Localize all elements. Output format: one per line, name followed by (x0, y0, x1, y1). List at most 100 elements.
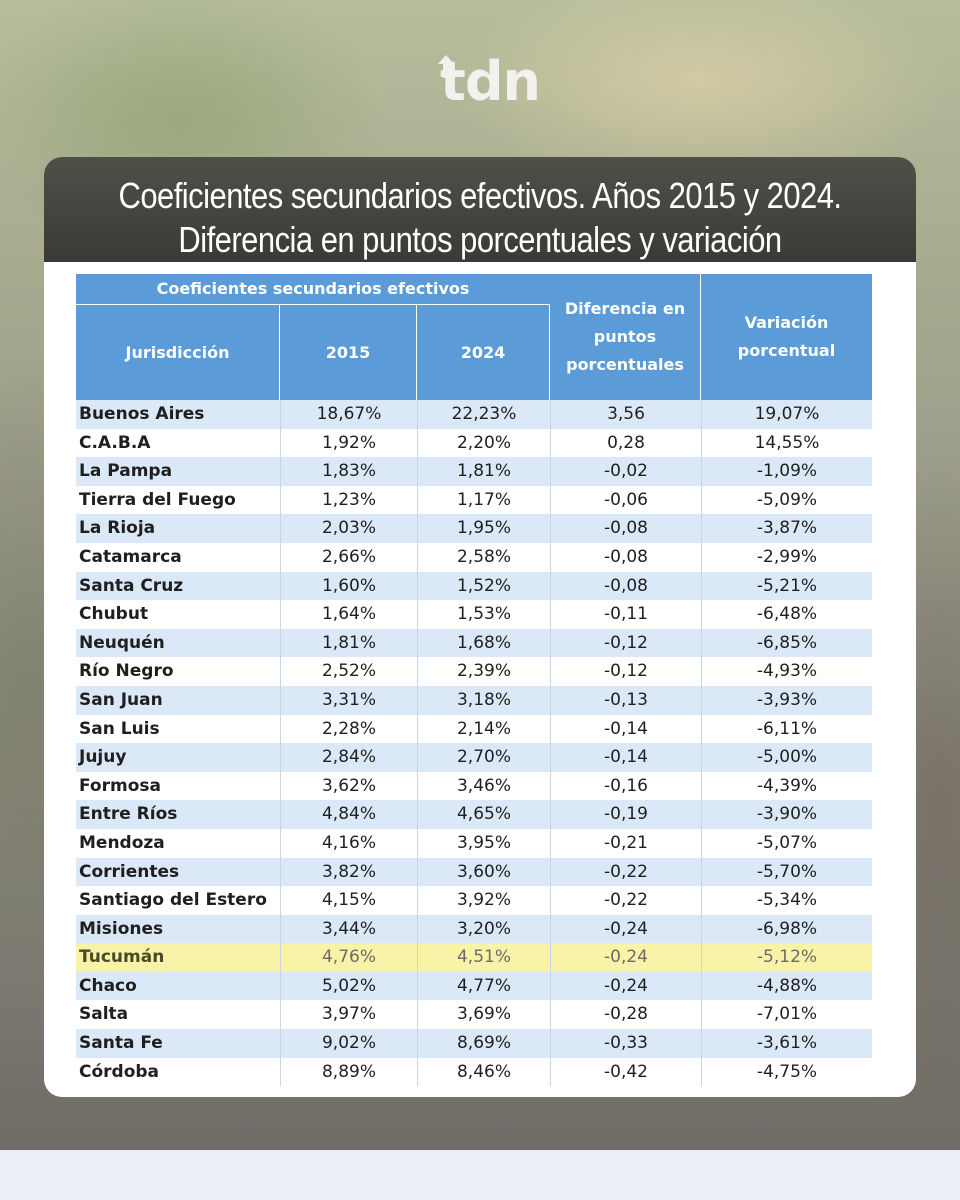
cell-2024: 2,58% (417, 542, 550, 572)
cell-2024: 4,51% (417, 943, 550, 972)
cell-variacion: -3,87% (701, 514, 872, 543)
cell-2024: 1,95% (417, 514, 550, 543)
cell-2024: 3,18% (417, 685, 550, 715)
table-row: Formosa 3,62% 3,46% -0,16 -4,39% (76, 771, 872, 801)
cell-jurisdiccion: Chaco (79, 975, 137, 996)
cell-2015: 4,15% (280, 886, 417, 915)
cell-variacion: -3,61% (701, 1029, 872, 1058)
cell-2015: 4,84% (280, 800, 417, 829)
cell-variacion: -5,00% (701, 743, 872, 772)
cell-2024: 1,68% (417, 628, 550, 658)
cell-variacion: 14,55% (701, 428, 872, 458)
cell-diferencia: -0,21 (550, 828, 701, 858)
cell-2015: 1,83% (280, 457, 417, 486)
table-row: Santa Cruz 1,60% 1,52% -0,08 -5,21% (76, 571, 872, 601)
cell-2015: 4,76% (280, 943, 417, 972)
cell-jurisdiccion: Corrientes (79, 861, 180, 882)
cell-2015: 3,31% (280, 685, 417, 715)
cell-variacion: -5,07% (701, 828, 872, 858)
header-diferencia-line-2: puntos (593, 327, 657, 346)
cell-2015: 1,92% (280, 428, 417, 458)
cell-diferencia: -0,22 (550, 886, 701, 915)
table-row: Tucumán 4,76% 4,51% -0,24 -5,12% (76, 943, 872, 972)
cell-diferencia: -0,19 (550, 800, 701, 829)
cell-2015: 2,84% (280, 743, 417, 772)
cell-diferencia: -0,22 (550, 857, 701, 887)
cell-diferencia: -0,12 (550, 657, 701, 686)
cell-2024: 3,46% (417, 771, 550, 801)
header-2024: 2024 (417, 305, 550, 400)
title-line-1: Coeficientes secundarios efectivos. Años… (118, 175, 842, 216)
cell-diferencia: -0,08 (550, 571, 701, 601)
table-row: San Luis 2,28% 2,14% -0,14 -6,11% (76, 714, 872, 744)
cell-jurisdiccion: Tucumán (79, 947, 165, 968)
cell-2024: 1,81% (417, 457, 550, 486)
header-2015: 2015 (280, 305, 417, 400)
cell-variacion: -2,99% (701, 542, 872, 572)
cell-diferencia: -0,13 (550, 685, 701, 715)
cell-2024: 2,14% (417, 714, 550, 744)
cell-diferencia: -0,14 (550, 714, 701, 744)
cell-2024: 3,20% (417, 914, 550, 944)
cell-diferencia: -0,24 (550, 943, 701, 972)
cell-2015: 3,82% (280, 857, 417, 887)
table-row: Misiones 3,44% 3,20% -0,24 -6,98% (76, 914, 872, 944)
cell-diferencia: 0,28 (550, 428, 701, 458)
cell-jurisdiccion: Catamarca (79, 546, 182, 567)
cell-variacion: 19,07% (701, 400, 872, 429)
cell-jurisdiccion: C.A.B.A (79, 432, 151, 453)
header-diferencia-line-1: Diferencia en (564, 299, 686, 318)
cell-jurisdiccion: Misiones (79, 918, 164, 939)
cell-variacion: -5,09% (701, 485, 872, 515)
cell-2024: 8,46% (417, 1057, 550, 1087)
cell-jurisdiccion: Santa Fe (79, 1033, 163, 1054)
table-row: San Juan 3,31% 3,18% -0,13 -3,93% (76, 685, 872, 715)
cell-jurisdiccion: Entre Ríos (79, 804, 178, 825)
cell-diferencia: -0,42 (550, 1057, 701, 1087)
cell-variacion: -5,34% (701, 886, 872, 915)
cell-2024: 2,20% (417, 428, 550, 458)
table-body: Buenos Aires 18,67% 22,23% 3,56 19,07% C.A.B.… (76, 400, 872, 1087)
cell-variacion: -6,85% (701, 628, 872, 658)
cell-variacion: -5,21% (701, 571, 872, 601)
cell-2015: 3,97% (280, 1000, 417, 1030)
group-header: Coeficientes secundarios efectivos (76, 274, 551, 305)
cell-2024: 22,23% (417, 400, 550, 429)
cell-jurisdiccion: Río Negro (79, 661, 174, 682)
table-row: Chubut 1,64% 1,53% -0,11 -6,48% (76, 600, 872, 629)
card-header: Coeficientes secundarios efectivos. Años… (44, 157, 916, 302)
cell-2024: 1,53% (417, 600, 550, 629)
cell-2015: 9,02% (280, 1029, 417, 1058)
cell-2015: 2,66% (280, 542, 417, 572)
header-diferencia-line-3: porcentuales (566, 355, 684, 374)
cell-variacion: -3,90% (701, 800, 872, 829)
header-diferencia: Diferencia en puntos porcentuales (550, 274, 701, 400)
brand-logo: tdn (432, 50, 552, 114)
cell-jurisdiccion: Formosa (79, 775, 161, 796)
cell-2024: 1,17% (417, 485, 550, 515)
table-row: C.A.B.A 1,92% 2,20% 0,28 14,55% (76, 428, 872, 458)
cell-2015: 4,16% (280, 828, 417, 858)
table-row: Santa Fe 9,02% 8,69% -0,33 -3,61% (76, 1029, 872, 1058)
cell-diferencia: -0,08 (550, 542, 701, 572)
cell-2024: 3,92% (417, 886, 550, 915)
cell-jurisdiccion: Chubut (79, 604, 149, 625)
cell-2015: 2,03% (280, 514, 417, 543)
table-row: Tierra del Fuego 1,23% 1,17% -0,06 -5,09% (76, 485, 872, 515)
header-variacion-line-1: Variación (744, 313, 829, 332)
cell-2015: 5,02% (280, 971, 417, 1001)
cell-diferencia: -0,12 (550, 628, 701, 658)
cell-variacion: -4,93% (701, 657, 872, 686)
footer-strip (0, 1150, 960, 1200)
table-row: Salta 3,97% 3,69% -0,28 -7,01% (76, 1000, 872, 1030)
cell-variacion: -1,09% (701, 457, 872, 486)
table-row: Santiago del Estero 4,15% 3,92% -0,22 -5,34% (76, 886, 872, 915)
cell-2024: 2,39% (417, 657, 550, 686)
cell-2015: 3,44% (280, 914, 417, 944)
table-row: La Rioja 2,03% 1,95% -0,08 -3,87% (76, 514, 872, 543)
cell-jurisdiccion: San Juan (79, 689, 163, 710)
cell-2024: 3,95% (417, 828, 550, 858)
cell-diferencia: 3,56 (550, 400, 701, 429)
table-row: Jujuy 2,84% 2,70% -0,14 -5,00% (76, 743, 872, 772)
cell-variacion: -6,11% (701, 714, 872, 744)
